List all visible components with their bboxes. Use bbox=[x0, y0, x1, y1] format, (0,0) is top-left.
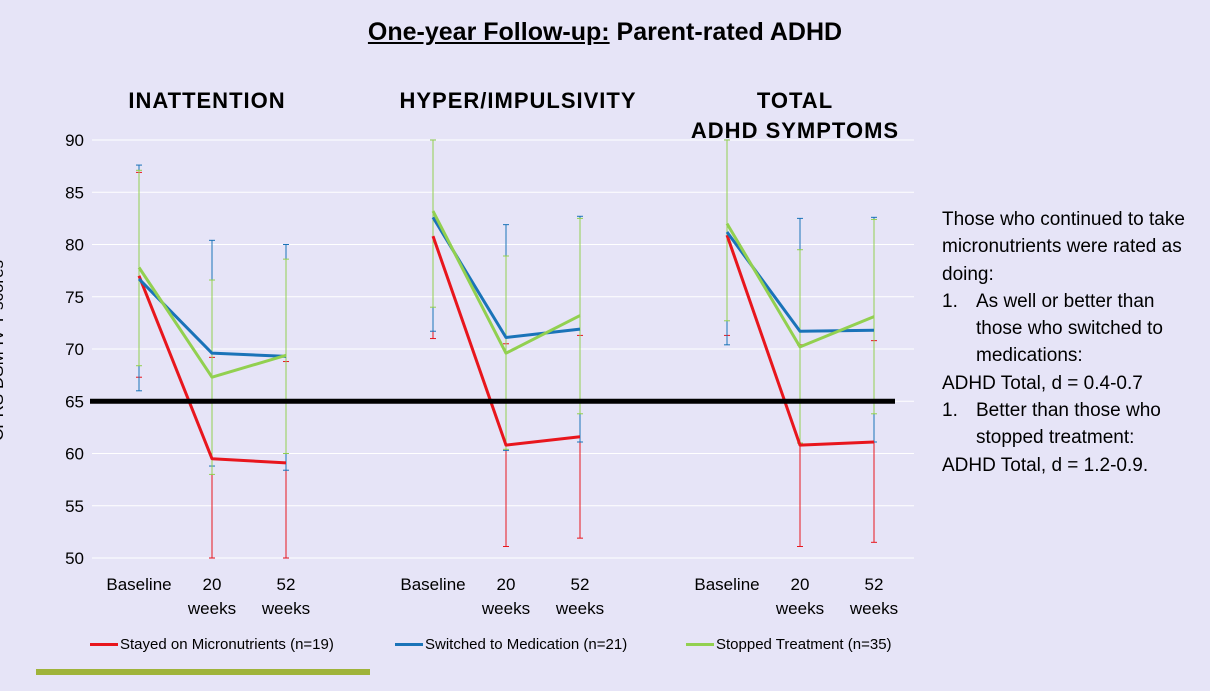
accent-bar bbox=[36, 669, 370, 675]
legend-swatch bbox=[395, 643, 423, 646]
x-tick-label: weeks bbox=[849, 599, 898, 618]
panel-title-line: ADHD SYMPTOMS bbox=[690, 118, 900, 143]
notes-item-number: 1. bbox=[942, 400, 958, 422]
series-line bbox=[725, 234, 875, 447]
series-line bbox=[431, 210, 581, 355]
x-tick-label: 20 bbox=[791, 575, 810, 594]
x-tick-label: 52 bbox=[865, 575, 884, 594]
slide-title: One-year Follow-up: Parent-rated ADHD bbox=[0, 18, 1210, 47]
panel-title-line: TOTAL bbox=[756, 88, 834, 113]
y-tick-label: 80 bbox=[65, 236, 84, 255]
x-tick-label: weeks bbox=[187, 599, 236, 618]
series-line bbox=[431, 235, 581, 447]
title-rest: Parent-rated ADHD bbox=[609, 18, 843, 46]
y-tick-label: 55 bbox=[65, 497, 84, 516]
y-tick-label: 60 bbox=[65, 445, 84, 464]
y-tick-label: 90 bbox=[65, 131, 84, 150]
panel-title-line: HYPER/IMPULSIVITY bbox=[399, 88, 637, 113]
notes-item-text: Better than those who stopped treatment: bbox=[976, 400, 1161, 449]
series-line bbox=[725, 222, 875, 349]
x-tick-label: 20 bbox=[497, 575, 516, 594]
notes-item-number: 1. bbox=[942, 290, 958, 312]
panel-title-inattention: INATTENTION bbox=[92, 86, 322, 116]
legend-swatch bbox=[686, 643, 714, 646]
y-tick-label: 65 bbox=[65, 392, 84, 411]
notes-effect-size-2: ADHD Total, d = 1.2-0.9. bbox=[942, 454, 1149, 476]
panel-title-hyperimpulsivity: HYPER/IMPULSIVITY bbox=[368, 86, 668, 116]
legend-item-micronutrients: Stayed on Micronutrients (n=19) bbox=[90, 636, 334, 653]
x-tick-label: Baseline bbox=[400, 575, 465, 594]
legend-label: Stopped Treatment (n=35) bbox=[716, 636, 892, 653]
x-tick-label: weeks bbox=[481, 599, 530, 618]
series-line bbox=[137, 266, 287, 379]
y-tick-label: 70 bbox=[65, 340, 84, 359]
y-tick-label: 50 bbox=[65, 549, 84, 568]
notes-item-1: 1. As well or better than those who swit… bbox=[942, 288, 1202, 370]
panel-title-line: INATTENTION bbox=[128, 88, 286, 113]
legend-item-medication: Switched to Medication (n=21) bbox=[395, 636, 627, 653]
legend-item-stopped: Stopped Treatment (n=35) bbox=[686, 636, 892, 653]
x-tick-label: weeks bbox=[555, 599, 604, 618]
x-tick-label: Baseline bbox=[106, 575, 171, 594]
x-tick-label: Baseline bbox=[694, 575, 759, 594]
panel-title-total: TOTAL ADHD SYMPTOMS bbox=[660, 86, 930, 146]
legend-swatch bbox=[90, 643, 118, 646]
notes-item-2: 1. Better than those who stopped treatme… bbox=[942, 397, 1202, 452]
x-tick-label: weeks bbox=[261, 599, 310, 618]
x-tick-label: weeks bbox=[775, 599, 824, 618]
y-tick-label: 75 bbox=[65, 288, 84, 307]
bottom-border bbox=[0, 691, 1210, 695]
x-tick-label: 20 bbox=[203, 575, 222, 594]
y-tick-label: 85 bbox=[65, 183, 84, 202]
x-tick-label: 52 bbox=[571, 575, 590, 594]
notes-item-text: As well or better than those who switche… bbox=[976, 290, 1163, 367]
legend-label: Switched to Medication (n=21) bbox=[425, 636, 628, 653]
notes-intro: Those who continued to take micronutrien… bbox=[942, 209, 1185, 285]
notes-effect-size-1: ADHD Total, d = 0.4-0.7 bbox=[942, 372, 1143, 394]
title-underlined-part: One-year Follow-up: bbox=[367, 18, 610, 46]
x-tick-label: 52 bbox=[277, 575, 296, 594]
notes-text: Those who continued to take micronutrien… bbox=[942, 206, 1202, 479]
legend-label: Stayed on Micronutrients (n=19) bbox=[120, 636, 334, 653]
series-line bbox=[137, 275, 287, 465]
